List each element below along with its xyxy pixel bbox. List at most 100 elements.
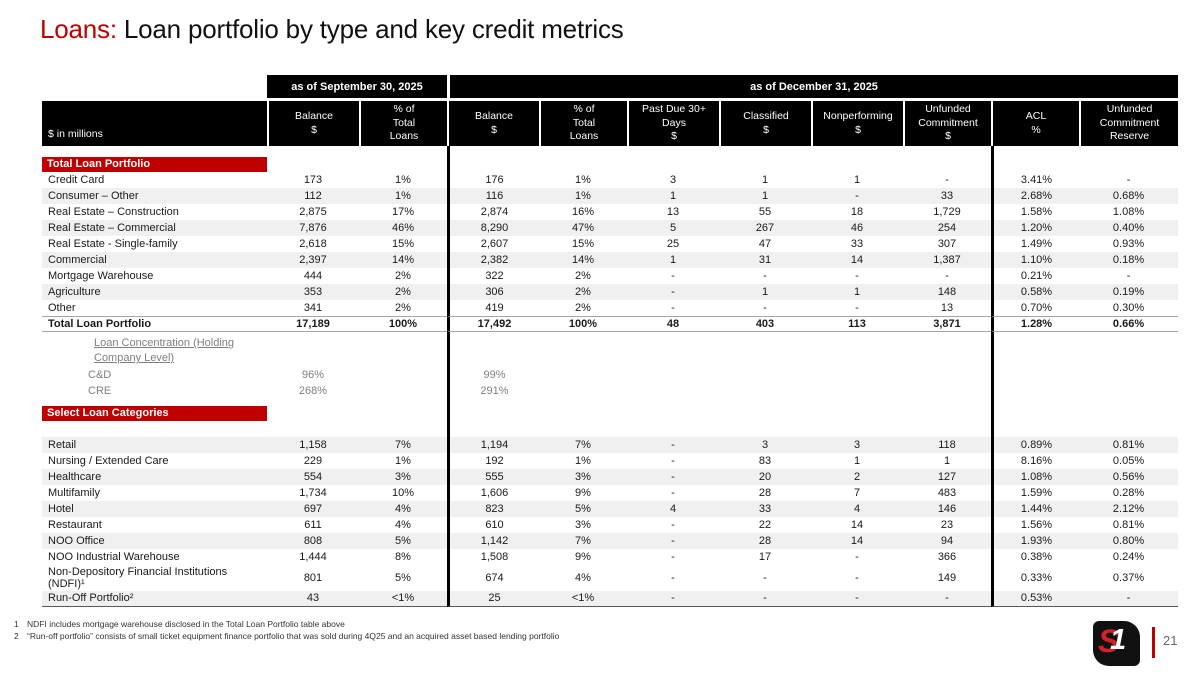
footnote-1-number: 1 xyxy=(14,619,19,629)
cell xyxy=(627,367,719,383)
cell: 307 xyxy=(937,237,957,250)
cell xyxy=(267,157,359,172)
cell: 2% xyxy=(395,269,411,282)
table-row: Total Loan Portfolio 17,189 100% 17,492 100%… xyxy=(42,316,1179,333)
loan-table-body: Total Loan Portfolio Credit Card 173 1% 176 1… xyxy=(42,146,1179,607)
cell: - xyxy=(855,550,859,563)
table-row: Hotel 697 4% 823 5% 4 33 4 146 1.44% 2.12% xyxy=(42,500,1179,517)
cell: 46 xyxy=(811,220,903,236)
cell: - xyxy=(671,454,675,467)
cell xyxy=(627,332,719,367)
cell: 100% xyxy=(359,316,447,333)
cell: 483 xyxy=(937,486,957,499)
cell: 0.28% xyxy=(1112,486,1145,499)
cell: 0.37% xyxy=(1112,571,1145,584)
cell: - xyxy=(945,269,949,282)
row-label: Total Loan Portfolio xyxy=(42,316,267,333)
cell xyxy=(903,383,991,399)
row-label: Retail xyxy=(42,436,267,453)
row-label: Run-Off Portfolio² xyxy=(42,590,267,607)
cell: 3% xyxy=(539,468,627,485)
cell: 17,492 xyxy=(447,316,539,333)
cell xyxy=(719,146,811,157)
cell xyxy=(1079,332,1178,367)
cell: 8% xyxy=(395,550,411,563)
cell: 23 xyxy=(940,518,954,531)
cell xyxy=(267,399,359,406)
cell: 0.33% xyxy=(991,564,1079,591)
cell: 31 xyxy=(719,252,811,268)
cell: 808 xyxy=(267,532,359,549)
cell xyxy=(539,399,627,406)
cell xyxy=(539,157,627,172)
cell: 1% xyxy=(539,188,627,204)
cell: 7% xyxy=(539,532,627,549)
cell xyxy=(811,421,903,437)
table-row: Restaurant 611 4% 610 3% - 22 14 23 1.56% 0.81% xyxy=(42,516,1178,533)
cell: 1% xyxy=(395,454,411,467)
cell: - xyxy=(627,468,719,485)
cell xyxy=(991,405,1079,421)
cell: 5% xyxy=(395,571,411,584)
cell: 15% xyxy=(391,237,415,250)
cell: - xyxy=(671,269,675,282)
table-row: Real Estate – Construction 2,875 17% 2,874 1… xyxy=(42,204,1178,220)
cell: 3 xyxy=(669,173,677,186)
cell: 173 xyxy=(303,173,323,186)
cell xyxy=(903,399,991,406)
cell: 1 xyxy=(719,188,811,204)
cell: 1.58% xyxy=(991,204,1079,220)
cell: 1,444 xyxy=(299,550,327,563)
col-header-past-due: Past Due 30+ Days $ xyxy=(627,101,719,146)
cell: 4 xyxy=(811,500,903,517)
row-label: Real Estate – Commercial xyxy=(42,220,267,236)
cell: 17 xyxy=(758,550,772,563)
cell: - xyxy=(811,188,903,204)
table-row: NOO Industrial Warehouse 1,444 8% 1,508 9% - 1… xyxy=(42,548,1178,565)
cell: 4% xyxy=(395,518,411,531)
cell: 1,729 xyxy=(933,205,961,218)
cell: 306 xyxy=(447,284,539,300)
cell xyxy=(1079,157,1178,172)
cell: 4 xyxy=(627,500,719,517)
cell: 3.41% xyxy=(991,172,1079,188)
cell: 25 xyxy=(447,590,539,607)
cell: 444 xyxy=(303,269,323,282)
cell xyxy=(267,406,359,421)
cell: 1 xyxy=(627,188,719,204)
table-row: CRE 268% 291% xyxy=(42,382,1178,399)
cell: 1.49% xyxy=(991,236,1079,252)
cell xyxy=(627,406,719,421)
page-title-text: Loan portfolio by type and key credit me… xyxy=(116,14,624,44)
cell: 1,142 xyxy=(447,532,539,549)
cell xyxy=(539,367,627,383)
row-label: Commercial xyxy=(42,252,267,268)
cell xyxy=(811,399,903,406)
subsection-label-row: Loan Concentration (Holding Company Leve… xyxy=(42,332,1178,367)
table-row: Retail 1,158 7% 1,194 7% -3 3 118 0.89% 0.81% xyxy=(42,436,1179,453)
cell: - xyxy=(719,590,811,607)
cell: 341 xyxy=(303,301,323,314)
table-row: Commercial 2,397 14% 2,382 14% 1 31 14 1,387 1.10… xyxy=(42,252,1179,268)
page-number: 21 xyxy=(1163,633,1178,648)
cell: 9% xyxy=(575,486,591,499)
cell: - xyxy=(763,269,767,282)
cell: 5% xyxy=(359,532,447,549)
cell xyxy=(719,367,811,383)
cell: 2 xyxy=(811,468,903,485)
cell: 1.08% xyxy=(1112,205,1145,218)
cell: 0.40% xyxy=(1079,220,1179,236)
section-header-row: Select Loan Categories xyxy=(42,405,1178,421)
cell: 1.44% xyxy=(991,500,1079,517)
cell xyxy=(811,383,903,399)
cell: 5% xyxy=(539,500,627,517)
cell: - xyxy=(763,571,767,584)
cell: 0.30% xyxy=(1112,301,1145,314)
cell xyxy=(359,399,447,406)
cell: 0.80% xyxy=(1079,532,1179,549)
cell xyxy=(359,383,447,399)
cell: - xyxy=(811,590,903,607)
cell: 13 xyxy=(666,205,680,218)
loan-table-container: as of September 30, 2025 as of December … xyxy=(42,75,1179,607)
cell: 1% xyxy=(395,173,411,186)
